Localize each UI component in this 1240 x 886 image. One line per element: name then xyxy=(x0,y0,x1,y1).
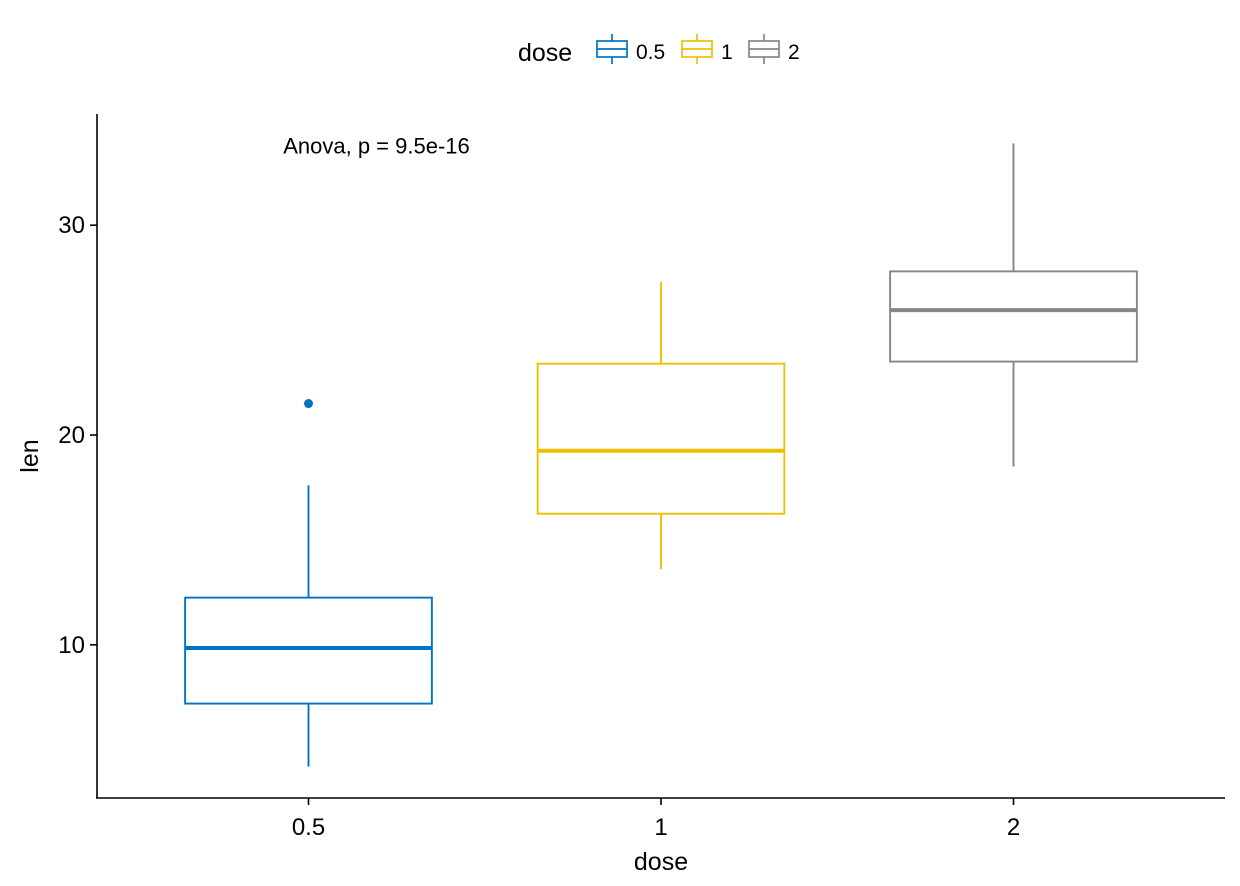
x-tick-label: 2 xyxy=(1007,814,1020,841)
legend-label: 0.5 xyxy=(636,41,665,64)
anova-annotation: Anova, p = 9.5e-16 xyxy=(283,133,470,158)
legend-key-0.5: 0.5 xyxy=(596,34,665,64)
legend-key-1: 1 xyxy=(681,34,733,64)
y-tick-label: 30 xyxy=(58,212,85,239)
box-iqr xyxy=(889,270,1138,363)
y-tick-label: 10 xyxy=(58,632,85,659)
legend-label: 1 xyxy=(721,41,733,64)
x-tick-label: 0.5 xyxy=(292,814,325,841)
x-axis-ticks: 0.5 1 2 xyxy=(292,798,1020,841)
y-axis-ticks: 10 20 30 xyxy=(58,212,97,659)
legend: dose 0.5 1 2 xyxy=(518,34,800,67)
y-axis-title: len xyxy=(16,439,44,472)
box-iqr xyxy=(536,362,786,515)
outlier-point xyxy=(304,399,313,409)
y-tick-label: 20 xyxy=(58,422,85,449)
x-axis-title: dose xyxy=(634,848,688,876)
box-iqr xyxy=(184,596,433,705)
legend-label: 2 xyxy=(788,41,800,64)
x-tick-label: 1 xyxy=(654,814,667,841)
legend-title: dose xyxy=(518,39,572,67)
box-1 xyxy=(536,281,786,570)
legend-key-2: 2 xyxy=(748,34,800,64)
boxes-layer xyxy=(184,143,1138,767)
box-2 xyxy=(889,143,1138,467)
box-0.5 xyxy=(184,399,433,767)
